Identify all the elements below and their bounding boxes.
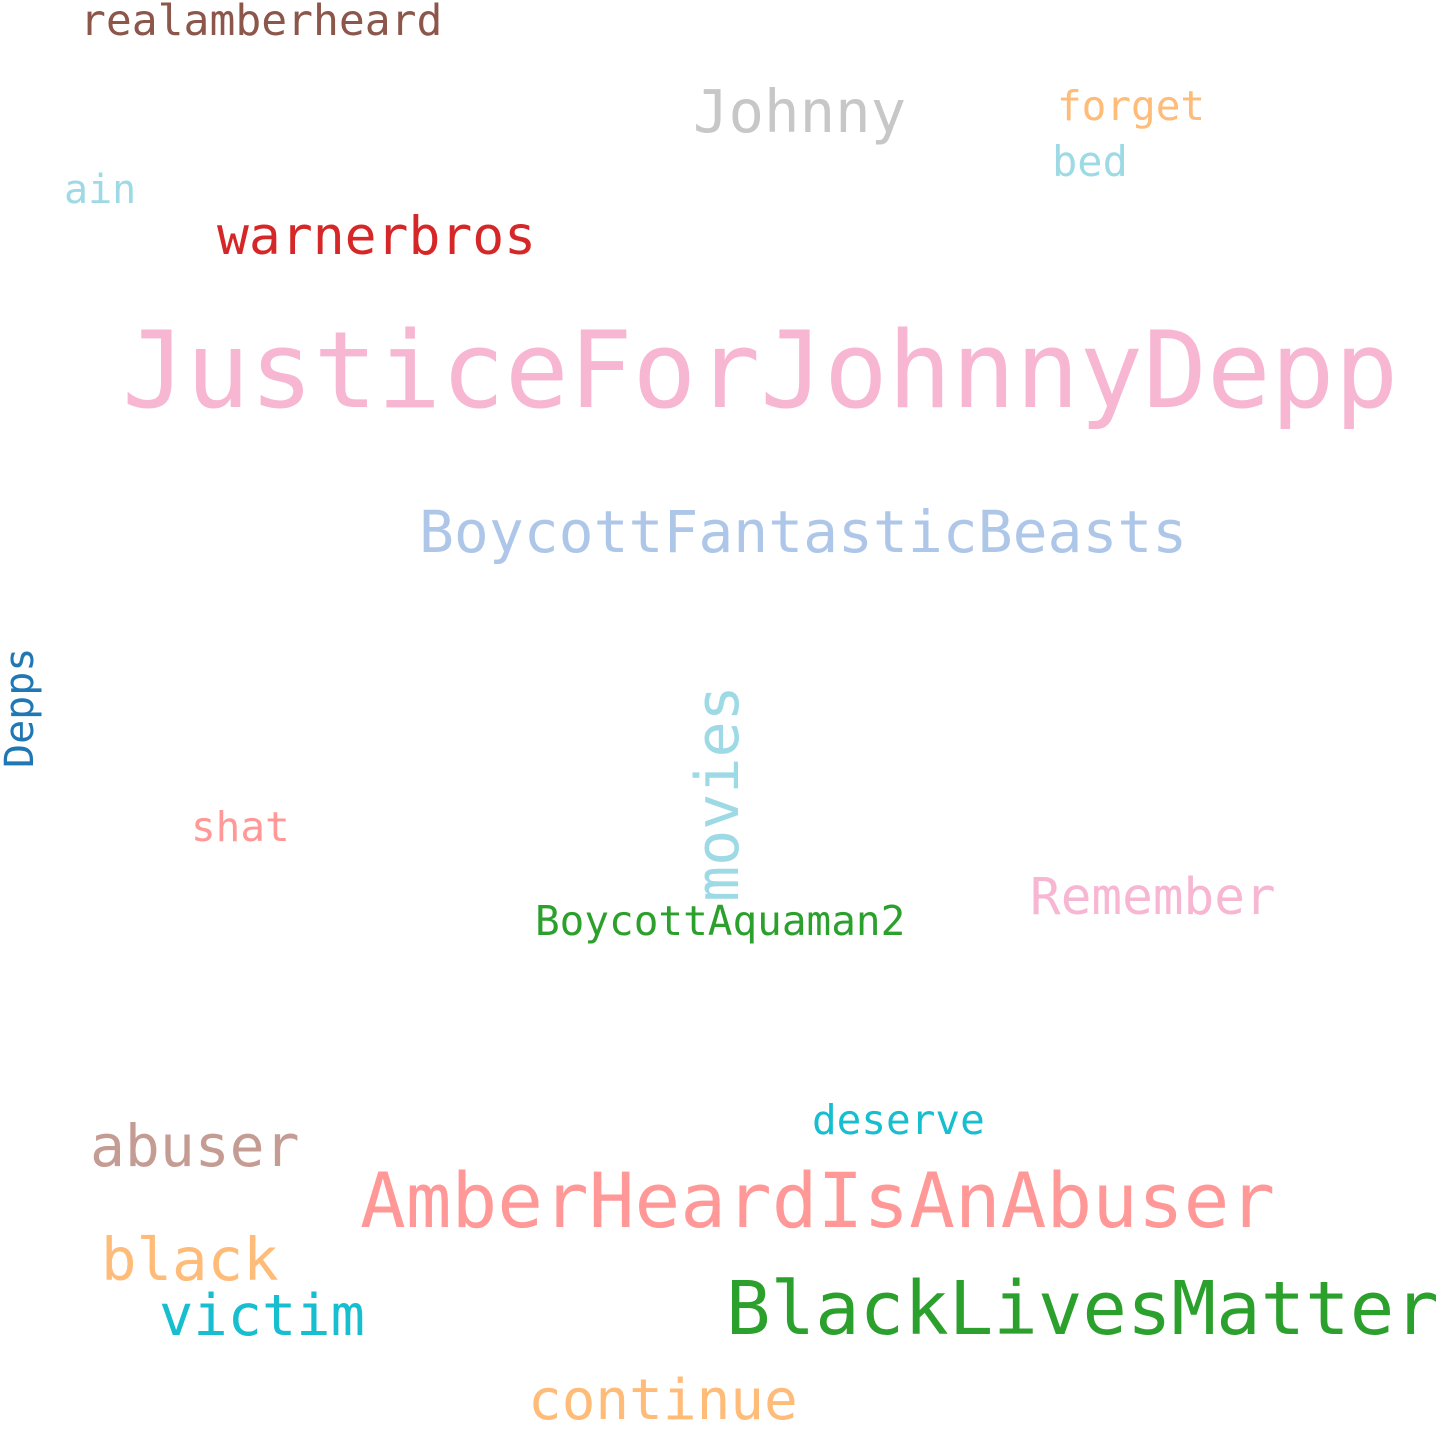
word-blacklivesmatter: BlackLivesMatter xyxy=(726,1266,1439,1352)
word-justiceforjohnnydepp: JusticeForJohnnyDepp xyxy=(122,309,1399,432)
word-ain: ain xyxy=(64,167,137,213)
word-victim: victim xyxy=(159,1283,365,1349)
word-black: black xyxy=(101,1225,279,1294)
word-amberheardisanabuser: AmberHeardIsAnAbuser xyxy=(360,1156,1276,1245)
word-bed: bed xyxy=(1052,137,1128,186)
word-warnerbros: warnerbros xyxy=(217,206,537,267)
word-boycottaquaman2: BoycottAquaman2 xyxy=(535,897,906,945)
word-deserve: deserve xyxy=(812,1096,985,1144)
word-depps: Depps xyxy=(0,647,43,768)
word-johnny: Johnny xyxy=(693,77,907,146)
word-remember: Remember xyxy=(1030,868,1276,927)
word-movies: movies xyxy=(683,685,753,902)
word-abuser: abuser xyxy=(90,1112,300,1180)
word-boycottfantasticbeasts: BoycottFantasticBeasts xyxy=(419,498,1188,566)
word-continue: continue xyxy=(528,1368,798,1433)
word-forget: forget xyxy=(1057,82,1206,130)
word-realamberheard: realamberheard xyxy=(80,0,443,46)
word-shat: shat xyxy=(191,803,290,851)
